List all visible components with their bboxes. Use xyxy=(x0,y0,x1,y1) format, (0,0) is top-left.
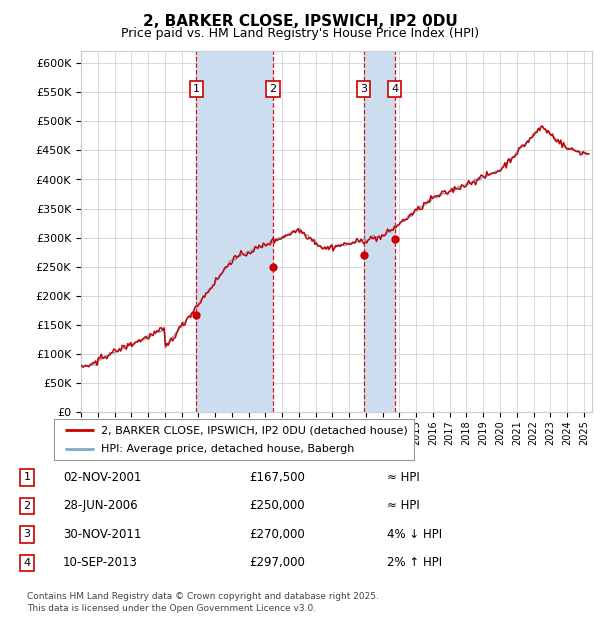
Text: 02-NOV-2001: 02-NOV-2001 xyxy=(63,471,142,484)
Text: 2, BARKER CLOSE, IPSWICH, IP2 0DU: 2, BARKER CLOSE, IPSWICH, IP2 0DU xyxy=(143,14,457,29)
Text: 3: 3 xyxy=(23,529,31,539)
Text: 2, BARKER CLOSE, IPSWICH, IP2 0DU (detached house): 2, BARKER CLOSE, IPSWICH, IP2 0DU (detac… xyxy=(101,425,407,435)
Text: 3: 3 xyxy=(361,84,367,94)
Text: HPI: Average price, detached house, Babergh: HPI: Average price, detached house, Babe… xyxy=(101,444,354,454)
Text: £297,000: £297,000 xyxy=(249,557,305,569)
Text: 10-SEP-2013: 10-SEP-2013 xyxy=(63,557,138,569)
Text: Contains HM Land Registry data © Crown copyright and database right 2025.
This d: Contains HM Land Registry data © Crown c… xyxy=(27,591,379,613)
Text: ≈ HPI: ≈ HPI xyxy=(387,471,420,484)
Text: 1: 1 xyxy=(193,84,200,94)
Text: 4% ↓ HPI: 4% ↓ HPI xyxy=(387,528,442,541)
Bar xyxy=(196,51,273,412)
Text: 30-NOV-2011: 30-NOV-2011 xyxy=(63,528,142,541)
Text: 2% ↑ HPI: 2% ↑ HPI xyxy=(387,557,442,569)
Text: £250,000: £250,000 xyxy=(249,500,305,512)
Text: £270,000: £270,000 xyxy=(249,528,305,541)
Text: £167,500: £167,500 xyxy=(249,471,305,484)
Text: 4: 4 xyxy=(23,558,31,568)
Text: 2: 2 xyxy=(269,84,277,94)
Text: 2: 2 xyxy=(23,501,31,511)
Text: 28-JUN-2006: 28-JUN-2006 xyxy=(63,500,137,512)
Text: 4: 4 xyxy=(391,84,398,94)
Text: 1: 1 xyxy=(23,472,31,482)
Text: ≈ HPI: ≈ HPI xyxy=(387,500,420,512)
Text: Price paid vs. HM Land Registry's House Price Index (HPI): Price paid vs. HM Land Registry's House … xyxy=(121,27,479,40)
Bar xyxy=(364,51,395,412)
